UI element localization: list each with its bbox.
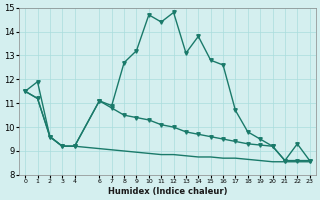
X-axis label: Humidex (Indice chaleur): Humidex (Indice chaleur) bbox=[108, 187, 227, 196]
